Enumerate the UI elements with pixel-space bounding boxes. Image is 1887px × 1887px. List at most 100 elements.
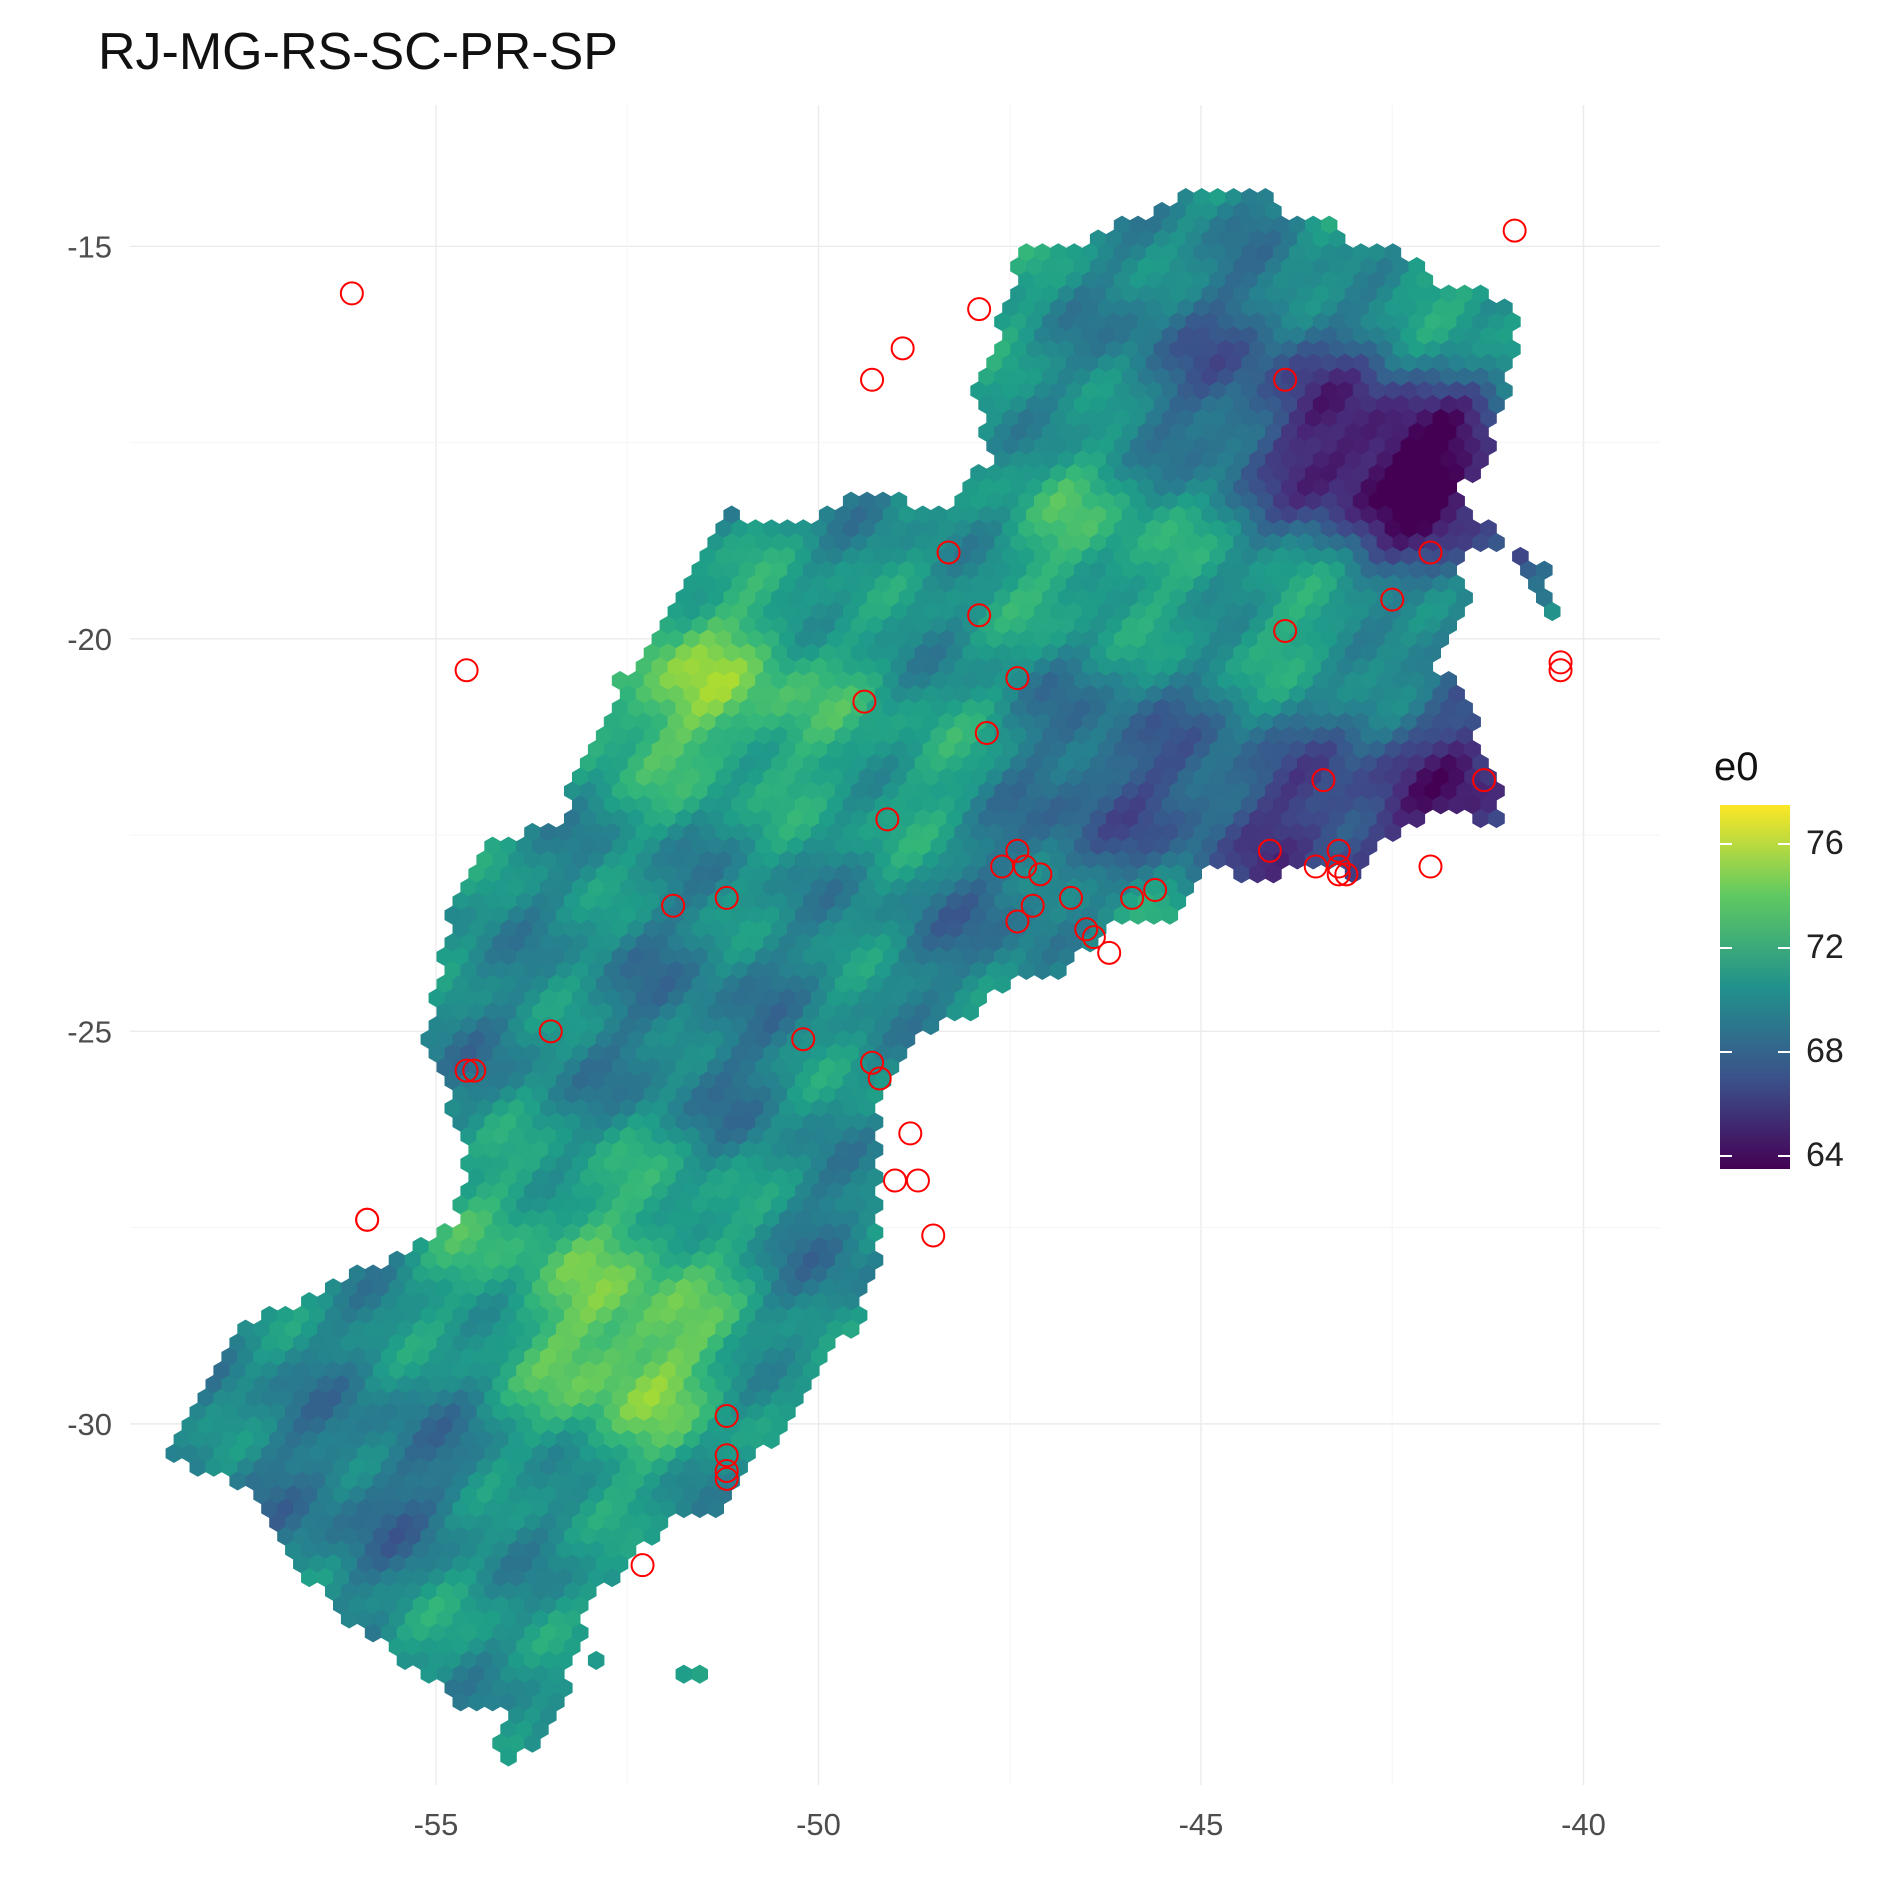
x-tick-label: -40	[1561, 1807, 1606, 1842]
hex-cell	[1544, 602, 1561, 622]
hexbin-layer	[165, 188, 1561, 1767]
legend-colorbar	[1720, 805, 1790, 1169]
city-point	[1081, 925, 1106, 950]
city-point	[1020, 893, 1045, 918]
legend-tick-mark	[1720, 843, 1732, 845]
city-point	[890, 336, 915, 361]
city-point	[454, 1058, 479, 1083]
city-point	[852, 689, 877, 714]
hex-cell	[675, 1664, 693, 1684]
hex-cell	[1488, 533, 1505, 553]
hex-cell	[1464, 464, 1481, 484]
hex-cell	[707, 1499, 725, 1519]
hex-cell	[500, 1747, 517, 1767]
city-point	[860, 1050, 885, 1075]
city-point	[1418, 854, 1443, 879]
legend-tick-label: 64	[1806, 1136, 1844, 1174]
city-point	[1005, 838, 1030, 863]
city-point	[1273, 367, 1298, 392]
city-point	[1028, 862, 1053, 887]
hex-cell	[691, 1664, 709, 1684]
city-point	[860, 367, 885, 392]
city-point	[661, 893, 686, 918]
city-point	[454, 658, 479, 683]
city-point	[630, 1553, 655, 1578]
city-point	[905, 1168, 930, 1193]
city-point	[355, 1207, 380, 1232]
city-points	[339, 218, 1573, 1578]
legend-tick-mark	[1720, 1155, 1732, 1157]
city-point	[339, 281, 364, 306]
city-point	[1058, 885, 1083, 910]
city-point	[967, 297, 992, 322]
city-point	[538, 1019, 563, 1044]
city-point	[936, 540, 961, 565]
legend-tick-mark	[1778, 1051, 1790, 1053]
city-point	[1548, 658, 1573, 683]
city-point	[1380, 587, 1405, 612]
legend-tick-label: 68	[1806, 1032, 1844, 1070]
hex-cell	[1050, 960, 1067, 980]
hex-cell	[524, 1733, 541, 1753]
city-point	[1311, 768, 1336, 793]
city-point	[921, 1223, 946, 1248]
hex-cell	[1265, 864, 1282, 884]
city-point	[1418, 540, 1443, 565]
city-point	[714, 885, 739, 910]
city-point	[1013, 854, 1038, 879]
city-point	[1273, 618, 1298, 643]
city-point	[714, 1466, 739, 1491]
city-point	[1005, 909, 1030, 934]
city-point	[974, 721, 999, 746]
city-point	[1472, 768, 1497, 793]
legend-tick-mark	[1778, 1155, 1790, 1157]
hex-cell	[1161, 905, 1179, 925]
city-point	[1334, 862, 1359, 887]
hex-cell	[1488, 809, 1505, 829]
chart-title: RJ-MG-RS-SC-PR-SP	[98, 23, 618, 81]
city-point	[1074, 917, 1099, 942]
axis-labels: -55 -50 -45 -40 -15 -20 -25 -30	[67, 229, 1606, 1842]
city-point	[875, 807, 900, 832]
city-point	[867, 1066, 892, 1091]
city-point	[1548, 650, 1573, 675]
city-point	[791, 1027, 816, 1052]
city-point	[1502, 218, 1527, 243]
city-point	[1326, 854, 1351, 879]
y-tick-label: -25	[67, 1014, 112, 1049]
legend-tick-mark	[1778, 843, 1790, 845]
hex-cell	[994, 974, 1011, 994]
hex-cell	[962, 1002, 979, 1022]
legend-tick-mark	[1720, 1051, 1732, 1053]
city-point	[714, 1458, 739, 1483]
hex-cell	[603, 1568, 621, 1588]
city-point	[1143, 878, 1168, 903]
hex-cell	[763, 1430, 780, 1450]
city-point	[1097, 940, 1122, 965]
legend-tick-label: 72	[1806, 928, 1844, 966]
hex-cell	[922, 1016, 940, 1036]
x-tick-label: -45	[1179, 1807, 1224, 1842]
city-point	[883, 1168, 907, 1193]
city-point	[967, 603, 992, 628]
y-tick-label: -15	[67, 229, 112, 264]
legend-tick-mark	[1720, 947, 1732, 949]
city-point	[1257, 838, 1282, 863]
city-point	[1120, 885, 1145, 910]
city-point	[1326, 862, 1351, 887]
hex-cell	[1408, 809, 1426, 829]
legend-tick-mark	[1778, 947, 1790, 949]
city-point	[1005, 666, 1030, 691]
y-tick-label: -30	[67, 1407, 112, 1442]
city-point	[1326, 838, 1351, 863]
hex-cell	[587, 1650, 605, 1670]
x-tick-label: -50	[796, 1807, 841, 1842]
hex-cell	[643, 1526, 661, 1546]
city-point	[898, 1121, 923, 1146]
legend-tick-label: 76	[1806, 824, 1844, 862]
x-tick-label: -55	[414, 1807, 459, 1842]
city-point	[714, 1443, 739, 1468]
legend-title: e0	[1714, 745, 1759, 789]
city-point	[462, 1058, 487, 1083]
